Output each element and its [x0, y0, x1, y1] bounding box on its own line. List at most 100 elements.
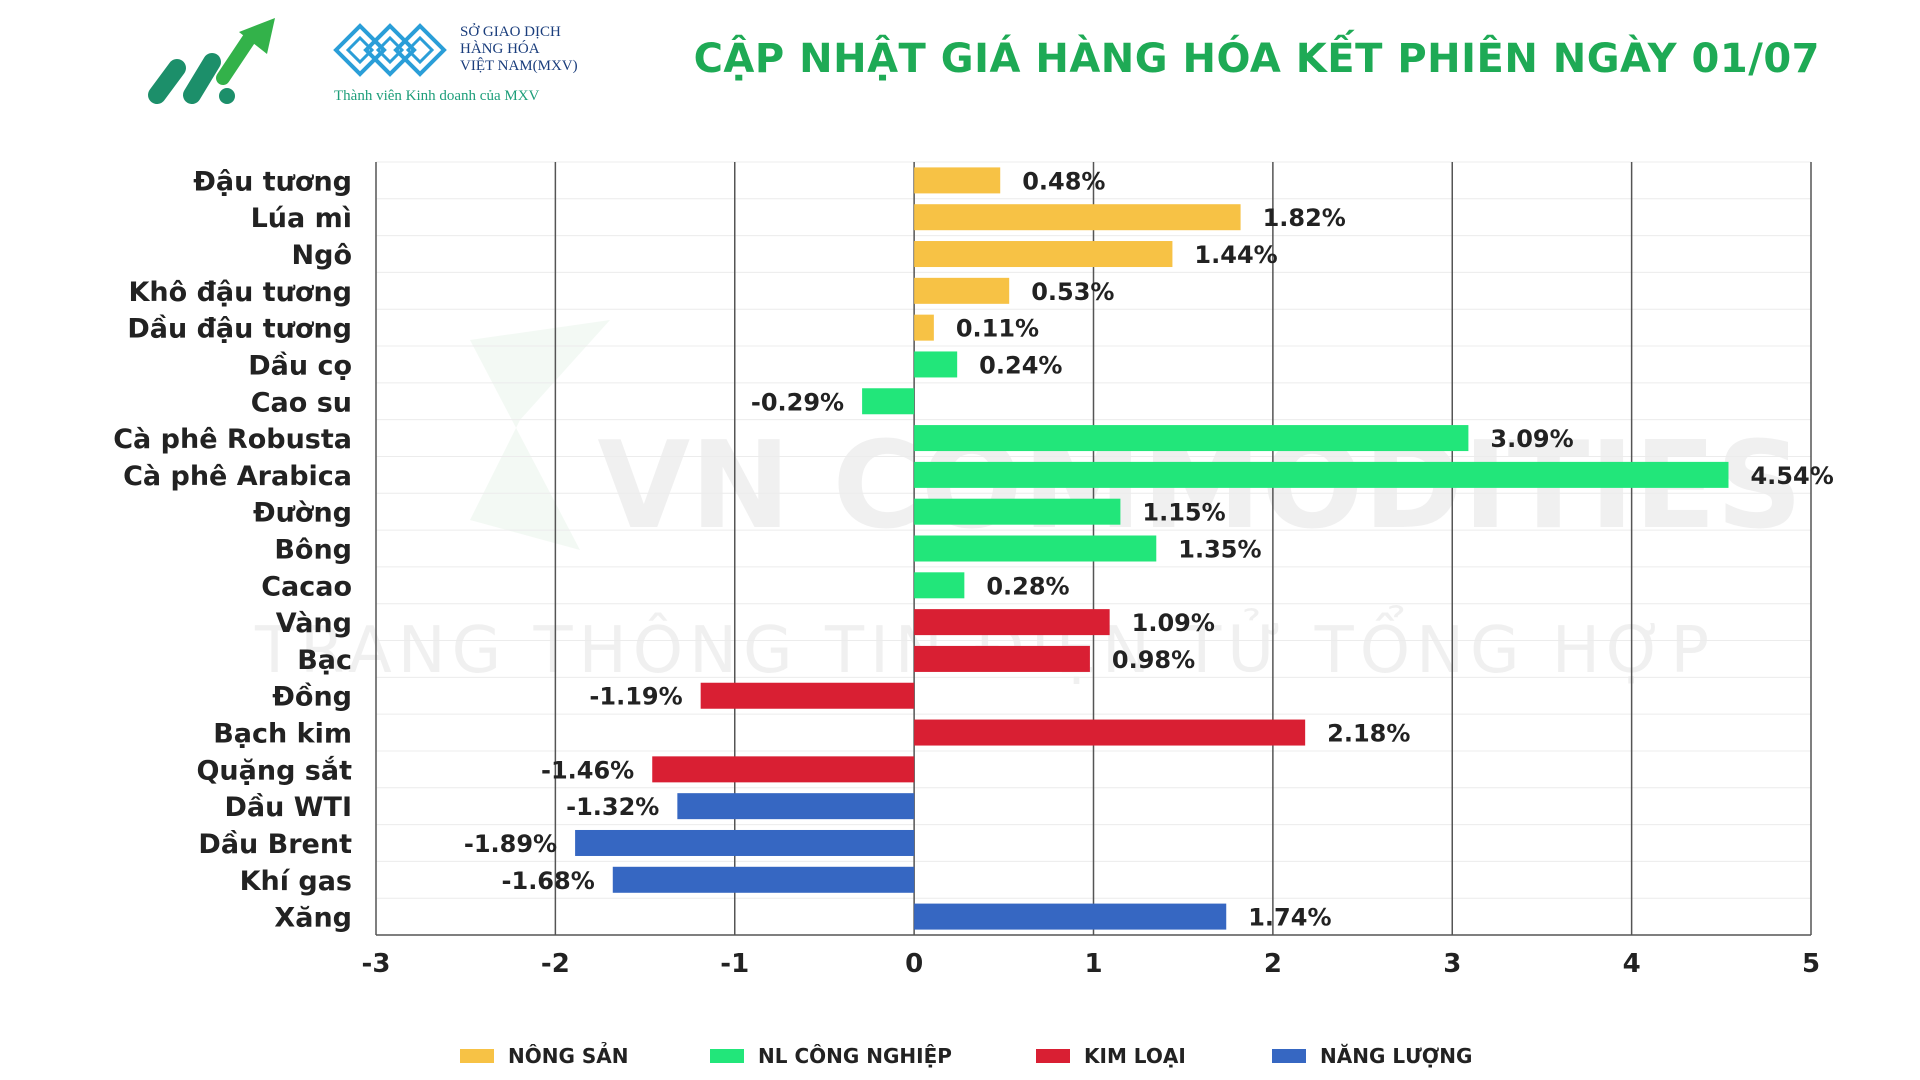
legend-item: NL CÔNG NGHIỆP: [710, 1044, 952, 1068]
legend-item: KIM LOẠI: [1036, 1044, 1186, 1068]
bar: [700, 682, 915, 709]
category-label: Cao su: [251, 387, 352, 418]
bar-chart: VN COMMODITIES TRANG THÔNG TIN ĐIỆN TỬ T…: [113, 161, 1834, 979]
bar: [914, 535, 1157, 562]
value-label: -1.89%: [464, 830, 557, 858]
x-tick-label: 0: [905, 949, 923, 979]
exchange-name: SỞ GIAO DỊCH HÀNG HÓA VIỆT NAM(MXV): [460, 24, 578, 75]
category-label: Bạch kim: [213, 719, 352, 750]
company-logo: [148, 18, 275, 104]
grid-lines: [375, 161, 1812, 936]
value-label: -1.46%: [541, 756, 634, 784]
value-label: 2.18%: [1327, 720, 1410, 748]
category-label: Khô đậu tương: [129, 277, 353, 308]
category-labels: Đậu tương Lúa mì Ngô Khô đậu tương Dầu đậu t…: [113, 166, 352, 933]
bar: [914, 645, 1090, 672]
value-label: 0.48%: [1022, 167, 1105, 195]
value-label: 4.54%: [1750, 462, 1833, 490]
category-label: Đồng: [272, 682, 352, 713]
x-tick-label: 2: [1264, 949, 1282, 979]
bar: [612, 866, 915, 893]
bar: [914, 204, 1241, 231]
member-text: Thành viên Kinh doanh của MXV: [334, 88, 540, 104]
bar: [677, 793, 915, 820]
category-label: Cà phê Robusta: [113, 424, 352, 455]
value-label: 1.44%: [1194, 241, 1277, 269]
bar: [914, 351, 958, 378]
bars: [575, 167, 1729, 930]
bar: [914, 903, 1227, 930]
category-label: Quặng sắt: [196, 755, 352, 786]
value-label: 1.15%: [1142, 499, 1225, 527]
bar: [575, 829, 915, 856]
category-label: Dầu cọ: [248, 350, 352, 381]
category-label: Khí gas: [240, 866, 352, 897]
x-tick-label: 3: [1443, 949, 1461, 979]
bar: [914, 425, 1469, 452]
bar: [914, 719, 1306, 746]
legend: NÔNG SẢN NL CÔNG NGHIỆP KIM LOẠI NĂNG LƯỢNG: [0, 1044, 1920, 1074]
category-label: Cacao: [261, 571, 352, 602]
value-label: 0.28%: [986, 572, 1069, 600]
chart-title: CẬP NHẬT GIÁ HÀNG HÓA KẾT PHIÊN NGÀY 01/…: [693, 36, 1820, 82]
value-labels: 0.48% 1.82% 1.44% 0.53% 0.11% 0.24% -0.29% 3.09…: [464, 167, 1834, 931]
x-tick-label: 1: [1084, 949, 1102, 979]
value-label: -1.68%: [502, 867, 595, 895]
exchange-line-3: VIỆT NAM(MXV): [460, 58, 578, 74]
exchange-line-2: HÀNG HÓA: [460, 41, 540, 57]
category-label: Dầu Brent: [198, 829, 352, 860]
bar: [914, 461, 1729, 488]
mxv-logo: [333, 23, 447, 77]
bar: [914, 498, 1121, 525]
x-tick-label: -2: [541, 949, 570, 979]
bar: [914, 609, 1110, 636]
category-label: Lúa mì: [251, 203, 352, 234]
bar: [652, 756, 915, 783]
legend-item: NĂNG LƯỢNG: [1272, 1044, 1472, 1068]
x-tick-label: 5: [1802, 949, 1820, 979]
watermark-logo: [470, 320, 610, 550]
value-label: 1.82%: [1263, 204, 1346, 232]
value-label: 0.24%: [979, 351, 1062, 379]
value-label: -1.19%: [589, 683, 682, 711]
legend-label: NÔNG SẢN: [508, 1044, 629, 1068]
legend-label: NĂNG LƯỢNG: [1320, 1044, 1473, 1068]
category-label: Ngô: [292, 240, 352, 271]
value-label: 1.35%: [1178, 536, 1261, 564]
value-label: 0.11%: [956, 315, 1039, 343]
category-label: Dầu đậu tương: [127, 314, 352, 345]
category-label: Vàng: [276, 608, 352, 639]
value-label: 3.09%: [1490, 425, 1573, 453]
exchange-line-1: SỞ GIAO DỊCH: [460, 24, 561, 40]
category-label: Bạc: [297, 645, 352, 676]
bar: [914, 241, 1173, 268]
category-label: Xăng: [274, 903, 352, 934]
legend-swatch: [1036, 1049, 1070, 1063]
bar: [914, 314, 934, 341]
value-label: 1.74%: [1248, 904, 1331, 932]
bar: [862, 388, 915, 415]
legend-swatch: [710, 1049, 744, 1063]
legend-item: NÔNG SẢN: [460, 1044, 628, 1068]
bar: [914, 277, 1010, 304]
category-label: Cà phê Arabica: [123, 461, 352, 492]
bar: [914, 167, 1001, 194]
bar: [914, 572, 965, 599]
value-label: 0.98%: [1112, 646, 1195, 674]
legend-label: KIM LOẠI: [1084, 1044, 1186, 1068]
x-tick-labels: -3 -2 -1 0 1 2 3 4 5: [362, 949, 1820, 979]
value-label: 0.53%: [1031, 278, 1114, 306]
value-label: -0.29%: [751, 388, 844, 416]
value-label: -1.32%: [566, 793, 659, 821]
value-label: 1.09%: [1132, 609, 1215, 637]
category-label: Dầu WTI: [225, 792, 353, 823]
legend-label: NL CÔNG NGHIỆP: [758, 1044, 952, 1068]
x-tick-label: -3: [362, 949, 391, 979]
category-label: Bông: [274, 535, 352, 566]
legend-swatch: [460, 1049, 494, 1063]
x-tick-label: 4: [1623, 949, 1641, 979]
category-label: Đường: [253, 498, 352, 529]
category-label: Đậu tương: [193, 166, 352, 197]
x-tick-label: -1: [720, 949, 749, 979]
legend-swatch: [1272, 1049, 1306, 1063]
